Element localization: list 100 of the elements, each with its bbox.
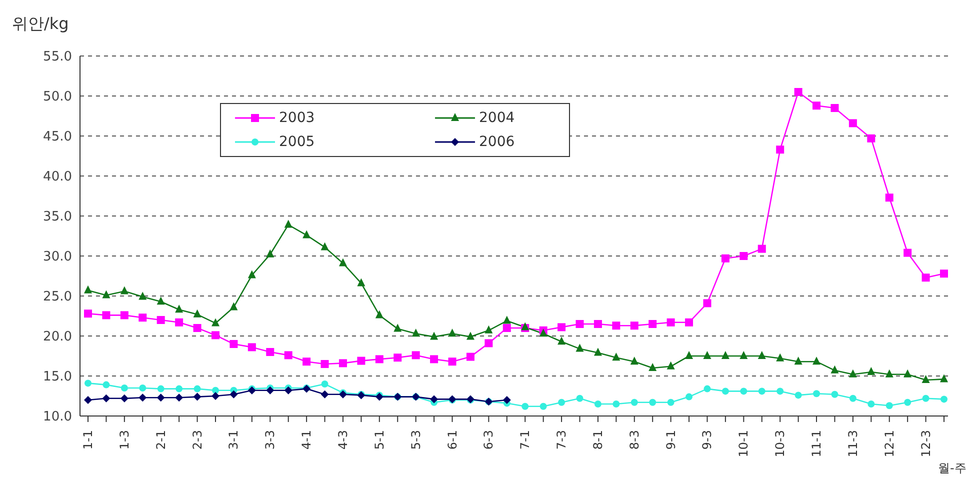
- point: [558, 336, 566, 345]
- point: [849, 394, 856, 402]
- x-tick-label: 10-1: [736, 430, 751, 458]
- y-tick-label: 25.0: [43, 290, 72, 305]
- point: [666, 318, 675, 326]
- point: [868, 400, 875, 408]
- point: [758, 351, 766, 359]
- y-tick-label: 45.0: [43, 130, 72, 145]
- point: [885, 369, 894, 378]
- x-tick-label: 8-3: [627, 430, 642, 450]
- point: [502, 324, 511, 332]
- point: [484, 339, 493, 348]
- point: [867, 367, 876, 375]
- point: [940, 374, 948, 382]
- point: [175, 394, 184, 402]
- point: [430, 355, 438, 364]
- point: [558, 398, 566, 406]
- point: [740, 351, 748, 359]
- point: [776, 388, 784, 395]
- x-axis-title: 월-주: [938, 460, 966, 477]
- point: [302, 358, 311, 366]
- point: [430, 395, 438, 404]
- point: [230, 302, 238, 310]
- point: [740, 252, 748, 260]
- point: [830, 104, 839, 112]
- x-tick-label: 3-1: [226, 430, 241, 450]
- point: [156, 296, 165, 305]
- point: [904, 369, 912, 378]
- point: [212, 386, 219, 394]
- point: [812, 102, 821, 110]
- point: [320, 390, 329, 398]
- point: [904, 248, 912, 257]
- point: [922, 375, 930, 383]
- x-tick-label: 11-3: [846, 430, 860, 458]
- point: [612, 352, 620, 361]
- point: [321, 380, 328, 388]
- point: [248, 343, 256, 352]
- point: [284, 386, 292, 394]
- point: [502, 316, 511, 324]
- point: [539, 328, 548, 337]
- point: [357, 278, 366, 286]
- x-tick-label: 5-1: [372, 430, 386, 450]
- point: [320, 360, 329, 368]
- point: [448, 328, 456, 337]
- y-tick-label: 15.0: [43, 370, 72, 385]
- point: [594, 348, 602, 356]
- point: [266, 249, 274, 258]
- point: [758, 388, 766, 395]
- point: [193, 324, 202, 332]
- point: [576, 344, 584, 352]
- x-tick-label: 2-1: [154, 430, 168, 450]
- point: [375, 310, 384, 318]
- x-tick-label: 10-3: [773, 430, 788, 458]
- point: [466, 352, 474, 361]
- point: [211, 331, 220, 340]
- point: [466, 332, 474, 340]
- y-tick-label: 10.0: [43, 410, 72, 425]
- point: [394, 354, 402, 362]
- x-tick-label: 1-3: [117, 430, 132, 450]
- point: [904, 398, 912, 406]
- point: [102, 381, 110, 388]
- point: [375, 355, 384, 364]
- point: [794, 88, 802, 96]
- x-tick-label: 9-1: [664, 430, 678, 450]
- point: [576, 394, 584, 402]
- point: [193, 392, 202, 401]
- legend-label: 2006: [479, 134, 515, 150]
- point: [138, 314, 147, 322]
- point: [266, 348, 274, 356]
- point: [648, 363, 657, 371]
- point: [685, 351, 694, 359]
- x-tick-label: 5-3: [408, 430, 423, 450]
- point: [776, 353, 784, 362]
- point: [248, 270, 256, 278]
- point: [230, 340, 238, 348]
- point: [176, 385, 183, 392]
- x-tick-label: 3-3: [263, 430, 278, 450]
- x-tick-label: 7-1: [518, 430, 532, 450]
- point: [102, 290, 110, 298]
- point: [84, 310, 92, 318]
- point: [722, 388, 729, 395]
- point: [794, 392, 802, 399]
- point: [230, 390, 238, 398]
- point: [813, 390, 820, 398]
- x-tick-label: 12-3: [918, 430, 933, 458]
- x-tick-label: 1-1: [81, 430, 95, 450]
- y-tick-label: 55.0: [43, 50, 72, 65]
- y-tick-label: 30.0: [43, 250, 72, 265]
- point: [867, 134, 876, 142]
- point: [704, 385, 711, 392]
- point: [940, 396, 948, 403]
- point: [630, 356, 638, 365]
- point: [576, 320, 584, 328]
- point: [685, 318, 694, 326]
- point: [703, 299, 712, 308]
- point: [156, 394, 165, 402]
- point: [649, 398, 656, 406]
- point: [848, 119, 857, 128]
- point: [594, 320, 602, 328]
- point: [740, 388, 748, 395]
